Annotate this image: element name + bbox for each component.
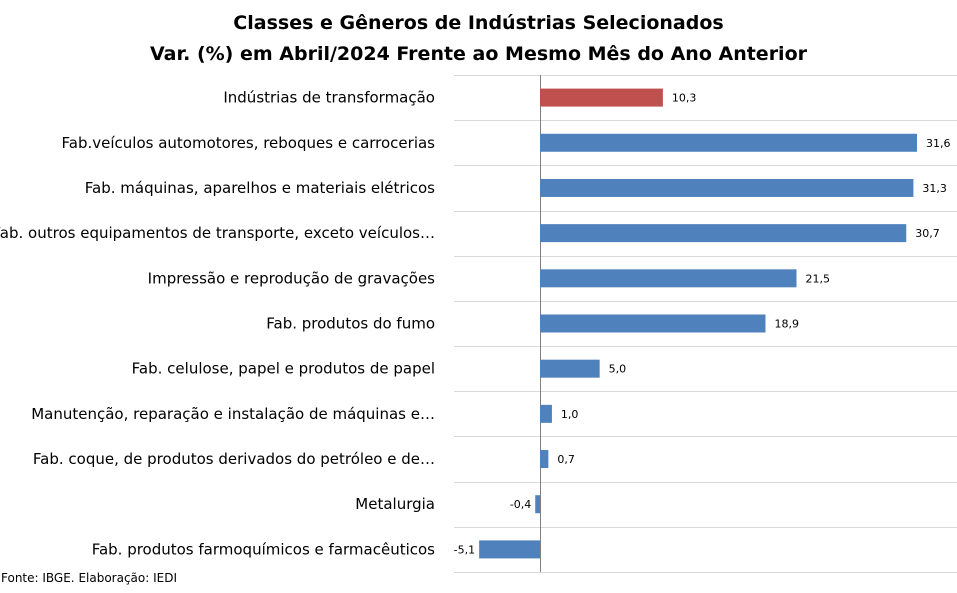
category-label: Fab. produtos farmoquímicos e farmacêuti…	[92, 540, 435, 558]
value-label: 1,0	[561, 408, 579, 421]
category-label: Fab. celulose, papel e produtos de papel	[132, 360, 435, 378]
value-label: -0,4	[510, 498, 531, 511]
value-label: -5,1	[454, 543, 475, 556]
category-label: Fab.veículos automotores, reboques e car…	[62, 134, 436, 152]
bar-9	[540, 450, 549, 469]
value-label: 0,7	[557, 453, 575, 466]
bar-3	[540, 178, 914, 197]
category-label: Fab. coque, de produtos derivados do pet…	[33, 450, 435, 468]
bar-4	[540, 224, 907, 243]
category-label: Metalurgia	[355, 495, 435, 513]
value-label: 21,5	[806, 272, 831, 285]
bar-10	[535, 495, 540, 514]
category-label: Fab. produtos do fumo	[266, 315, 435, 333]
value-label: 30,7	[915, 227, 940, 240]
value-label: 31,6	[926, 137, 951, 150]
bar-5	[540, 269, 797, 288]
chart-subtitle: Var. (%) em Abril/2024 Frente ao Mesmo M…	[149, 43, 807, 65]
bar-1	[540, 88, 663, 107]
value-label: 10,3	[672, 92, 697, 105]
category-label: Fab. máquinas, aparelhos e materiais elé…	[85, 179, 435, 197]
category-label: Impressão e reprodução de gravações	[148, 269, 436, 287]
bar-2	[540, 133, 917, 152]
bar-8	[540, 404, 552, 423]
value-label: 31,3	[922, 182, 947, 195]
value-label: 18,9	[774, 318, 799, 331]
bar-7	[540, 359, 600, 378]
category-label: Fab. outros equipamentos de transporte, …	[0, 224, 435, 242]
bar-11	[479, 540, 540, 559]
chart-title: Classes e Gêneros de Indústrias Selecion…	[233, 12, 724, 34]
category-label: Manutenção, reparação e instalação de má…	[31, 405, 435, 423]
bar-6	[540, 314, 766, 333]
value-label: 5,0	[609, 363, 627, 376]
category-label: Indústrias de transformação	[223, 89, 435, 107]
source-note: Fonte: IBGE. Elaboração: IEDI	[1, 571, 178, 585]
